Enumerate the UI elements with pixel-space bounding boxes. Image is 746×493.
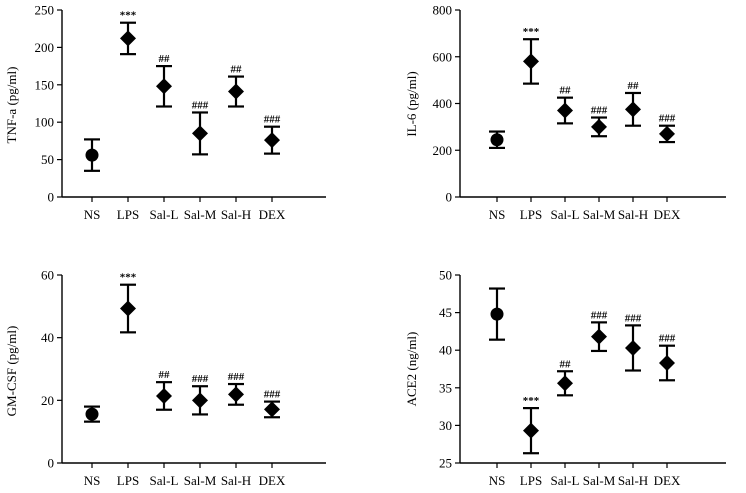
panel-ace2: 25 30 35 40 45 50 ACE2 (ng/ml) NS LPS *** Sal-L ## S…	[404, 268, 726, 488]
x-category-label: Sal-M	[583, 207, 616, 222]
data-point-diamond	[156, 78, 172, 95]
y-tick-label: 250	[35, 3, 55, 18]
significance-label: ###	[228, 371, 245, 383]
data-point-diamond	[591, 328, 607, 345]
y-tick-label: 60	[41, 268, 54, 283]
y-tick-label: 40	[41, 330, 54, 345]
significance-label: ***	[120, 272, 137, 284]
y-tick-label: 100	[35, 115, 55, 130]
y-tick-label: 35	[439, 380, 452, 395]
y-axis-label: TNF-a (pg/ml)	[4, 67, 19, 144]
data-point-diamond	[659, 125, 675, 142]
x-category-label: DEX	[654, 207, 681, 222]
significance-label: ###	[591, 105, 608, 117]
x-category-label: Sal-M	[184, 473, 217, 488]
significance-label: ***	[523, 26, 540, 38]
data-point-diamond	[557, 102, 573, 119]
x-category-label: NS	[489, 473, 506, 488]
x-category-label: DEX	[654, 473, 681, 488]
data-point-diamond	[120, 30, 136, 47]
data-point-diamond	[120, 300, 136, 317]
x-category-label: DEX	[259, 473, 286, 488]
significance-label: ###	[192, 373, 209, 385]
significance-label: ###	[659, 333, 676, 345]
y-tick-label: 150	[35, 77, 55, 92]
x-category-label: Sal-L	[150, 207, 179, 222]
y-tick-label: 0	[48, 190, 55, 205]
x-category-label: LPS	[520, 473, 542, 488]
y-tick-label: 0	[48, 456, 55, 471]
y-tick-label: 200	[35, 40, 55, 55]
y-tick-label: 45	[439, 305, 452, 320]
y-tick-label: 400	[433, 96, 453, 111]
y-axis-label: IL-6 (pg/ml)	[404, 71, 419, 136]
x-category-label: NS	[84, 207, 101, 222]
data-point-circle	[490, 133, 504, 147]
significance-label: ***	[120, 10, 137, 22]
significance-label: ###	[625, 312, 642, 324]
data-point-diamond	[523, 53, 539, 70]
significance-label: ###	[591, 309, 608, 321]
data-point-circle	[85, 407, 99, 421]
significance-label: ##	[159, 369, 171, 381]
data-point-diamond	[264, 401, 280, 418]
data-point-diamond	[192, 125, 208, 142]
x-category-label: Sal-L	[551, 207, 580, 222]
data-point-diamond	[557, 375, 573, 392]
panel-tnf-alpha: 0 50 100 150 200 250 TNF-a (pg/ml) NS LPS *** Sal-…	[4, 3, 326, 222]
significance-label: ***	[523, 395, 540, 407]
data-point-circle	[490, 307, 504, 321]
x-category-label: LPS	[117, 473, 139, 488]
data-point-diamond	[625, 101, 641, 118]
significance-label: ###	[192, 99, 209, 111]
x-category-label: Sal-L	[551, 473, 580, 488]
data-point-diamond	[192, 392, 208, 409]
significance-label: ##	[560, 358, 572, 370]
data-point-diamond	[523, 422, 539, 439]
x-category-label: Sal-H	[221, 207, 251, 222]
y-tick-label: 800	[433, 3, 453, 18]
data-point-diamond	[156, 387, 172, 404]
x-category-label: NS	[489, 207, 506, 222]
panel-gm-csf: 0 20 40 60 GM-CSF (pg/ml) NS LPS *** Sal-L ## Sal-…	[4, 268, 326, 488]
x-category-label: Sal-H	[221, 473, 251, 488]
significance-label: ###	[264, 389, 281, 401]
y-tick-label: 25	[439, 456, 452, 471]
x-category-label: Sal-H	[618, 207, 648, 222]
y-tick-label: 0	[446, 190, 453, 205]
y-tick-label: 20	[41, 393, 54, 408]
data-point-diamond	[591, 118, 607, 135]
data-point-diamond	[659, 354, 675, 371]
x-category-label: NS	[84, 473, 101, 488]
data-point-diamond	[625, 339, 641, 356]
y-tick-label: 30	[439, 418, 452, 433]
significance-label: ###	[264, 114, 281, 126]
significance-label: ##	[231, 64, 243, 76]
y-tick-label: 50	[439, 268, 452, 283]
x-category-label: Sal-M	[583, 473, 616, 488]
y-tick-label: 50	[41, 152, 54, 167]
data-point-diamond	[264, 132, 280, 149]
significance-label: ##	[159, 53, 171, 65]
y-axis-label: ACE2 (ng/ml)	[404, 332, 419, 407]
y-tick-label: 600	[433, 49, 453, 64]
data-point-diamond	[228, 83, 244, 100]
significance-label: ##	[628, 80, 640, 92]
x-category-label: Sal-H	[618, 473, 648, 488]
x-category-label: Sal-M	[184, 207, 217, 222]
significance-label: ###	[659, 113, 676, 125]
panel-il-6: 0 200 400 600 800 IL-6 (pg/ml) NS LPS *** Sal-L ##…	[404, 3, 726, 222]
y-axis-label: GM-CSF (pg/ml)	[4, 326, 19, 417]
data-point-diamond	[228, 386, 244, 403]
y-tick-label: 200	[433, 143, 453, 158]
x-category-label: LPS	[520, 207, 542, 222]
data-point-circle	[85, 148, 99, 162]
y-tick-label: 40	[439, 343, 452, 358]
x-category-label: LPS	[117, 207, 139, 222]
x-category-label: Sal-L	[150, 473, 179, 488]
significance-label: ##	[560, 85, 572, 97]
x-category-label: DEX	[259, 207, 286, 222]
